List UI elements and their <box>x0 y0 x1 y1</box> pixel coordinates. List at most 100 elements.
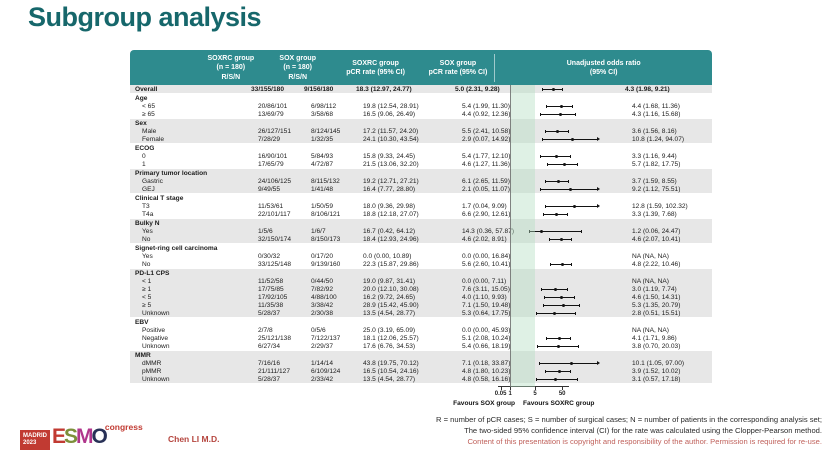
madrid-2023-badge: MADRID 2023 <box>20 430 50 450</box>
forest-plot-cell <box>523 152 603 160</box>
esmo-congress-logo: MADRID 2023 ESMO congress <box>20 419 143 450</box>
cell-sox-pcr: 4.4 (0.92, 12.36) <box>462 110 511 118</box>
footnote-method: The two-sided 95% confidence interval (C… <box>464 425 822 435</box>
forest-plot-cell <box>523 185 603 193</box>
cell-sox-pcr: 2.9 (0.07, 14.92) <box>462 135 511 143</box>
cell-subgroup-label: Unknown <box>142 342 170 350</box>
or-point <box>570 137 574 141</box>
table-row: PD-L1 CPS <box>130 269 712 278</box>
table-row: No 32/150/174 8/150/173 18.4 (12.93, 24.… <box>130 235 712 244</box>
cell-sox-pcr: 6.6 (2.90, 12.61) <box>462 210 511 218</box>
forest-plot-cell <box>516 85 596 93</box>
table-row: dMMR 7/16/16 1/14/14 43.8 (19.75, 70.12)… <box>130 359 712 368</box>
cell-soxrc-rsn: 21/111/127 <box>258 367 291 375</box>
forest-plot-cell <box>516 94 596 102</box>
esmo-letter: E <box>52 425 66 448</box>
ci-line <box>545 204 598 208</box>
axis-tick <box>562 386 564 391</box>
forest-plot-cell <box>523 342 603 350</box>
ci-line <box>539 187 598 191</box>
cell-soxrc-pcr: 17.6 (6.76, 34.53) <box>363 342 416 350</box>
esmo-letter: S <box>64 425 78 448</box>
cell-odds-ratio: NA (NA, NA) <box>632 252 670 260</box>
header-sox-rsn: SOX group (n = 180) R/S/N <box>266 54 330 82</box>
forest-plot-cell <box>523 334 603 342</box>
cell-soxrc-pcr: 18.8 (12.18, 27.07) <box>363 210 419 218</box>
table-row: ≥ 65 13/69/79 3/58/68 16.5 (9.06, 26.49)… <box>130 110 712 118</box>
header-line: SOX group <box>279 55 316 62</box>
cell-soxrc-pcr: 16.7 (0.42, 64.12) <box>363 227 416 235</box>
cell-soxrc-rsn: 33/155/180 <box>251 85 285 93</box>
cell-sox-pcr: 7.1 (0.18, 33.87) <box>462 359 511 367</box>
table-row: Yes 0/30/32 0/17/20 0.0 (0.00, 10.89) 0.… <box>130 252 712 260</box>
cell-odds-ratio: 3.6 (1.56, 8.16) <box>632 127 677 135</box>
cell-subgroup-label: Primary tumor location <box>135 169 208 177</box>
table-row: Signet-ring cell carcinoma <box>130 244 712 252</box>
cell-odds-ratio: 10.8 (1.24, 94.07) <box>632 135 685 143</box>
table-row: Sex <box>130 119 712 128</box>
or-point <box>560 295 564 299</box>
forest-plot-cell <box>523 277 603 285</box>
cell-soxrc-pcr: 18.4 (12.93, 24.96) <box>363 235 419 243</box>
forest-plot-cell <box>523 367 603 375</box>
or-point <box>568 187 572 191</box>
cell-odds-ratio: 3.1 (0.57, 17.18) <box>632 375 681 383</box>
forest-plot-cell <box>523 227 603 235</box>
table-row: Unknown 6/27/34 2/29/37 17.6 (6.76, 34.5… <box>130 342 712 350</box>
cell-odds-ratio: 4.3 (1.98, 9.21) <box>625 85 670 93</box>
cell-subgroup-label: ECOG <box>135 144 155 152</box>
header-soxrc-rsn: SOXRC group (n = 180) R/S/N <box>196 54 266 82</box>
cell-odds-ratio: 4.6 (2.07, 10.41) <box>632 235 681 243</box>
cell-sox-pcr: 4.8 (0.58, 16.16) <box>462 375 511 383</box>
cell-subgroup-label: pMMR <box>142 367 162 375</box>
cell-sox-pcr: 0.0 (0.00, 16.84) <box>462 252 511 260</box>
axis-tick <box>535 386 536 391</box>
cell-subgroup-label: < 65 <box>142 102 156 110</box>
axis-tick-label: 50 <box>558 391 566 398</box>
cell-sox-pcr: 5.4 (1.77, 12.10) <box>462 152 511 160</box>
cell-subgroup-label: GEJ <box>142 185 155 193</box>
cell-soxrc-pcr: 43.8 (19.75, 70.12) <box>363 359 419 367</box>
table-row: 0 16/90/101 5/84/93 15.8 (9.33, 24.45) 5… <box>130 152 712 160</box>
cell-soxrc-rsn: 13/69/79 <box>258 110 284 118</box>
cell-sox-rsn: 3/58/68 <box>311 110 333 118</box>
cell-subgroup-label: T4a <box>142 210 154 218</box>
cell-sox-pcr: 6.1 (2.65, 11.59) <box>462 177 510 185</box>
or-point <box>558 336 562 340</box>
favours-soxrc-label: Favours SOXRC group <box>523 400 595 408</box>
cell-subgroup-label: Overall <box>135 85 158 93</box>
ci-line <box>538 361 598 365</box>
cell-subgroup-label: No <box>142 235 151 243</box>
cell-soxrc-rsn: 33/125/148 <box>258 260 292 268</box>
axis-tick <box>510 386 512 391</box>
or-point <box>557 369 561 373</box>
cell-odds-ratio: NA (NA, NA) <box>632 326 670 334</box>
cell-sox-pcr: 5.5 (2.41, 10.58) <box>462 127 511 135</box>
cell-soxrc-pcr: 21.5 (13.06, 32.20) <box>363 160 419 168</box>
ci-arrow-icon <box>597 360 601 365</box>
cell-sox-pcr: 5.4 (0.66, 18.19) <box>462 342 511 350</box>
cell-subgroup-label: Unknown <box>142 375 170 383</box>
footnotes: R = number of pCR cases; S = number of s… <box>302 415 822 447</box>
cell-sox-rsn: 5/84/93 <box>311 152 333 160</box>
axis-line <box>498 386 569 388</box>
forest-plot-cell <box>516 144 596 152</box>
forest-plot-cell <box>523 110 603 118</box>
cell-sox-rsn: 1/14/14 <box>311 359 333 367</box>
cell-sox-rsn: 8/150/173 <box>311 235 341 243</box>
header-line: (n = 180) <box>216 64 246 72</box>
esmo-letter: M <box>76 425 93 448</box>
cell-soxrc-rsn: 6/27/34 <box>258 342 280 350</box>
cell-subgroup-label: Signet-ring cell carcinoma <box>135 244 218 252</box>
cell-soxrc-rsn: 11/52/58 <box>258 277 284 285</box>
cell-sox-rsn: 6/109/124 <box>311 367 341 375</box>
header-odds-ratio: Unadjusted odds ratio (95% CI) <box>494 54 712 83</box>
header-sox-pcr: SOX group pCR rate (95% CI) <box>422 54 495 82</box>
cell-soxrc-pcr: 19.8 (12.54, 28.91) <box>363 102 419 110</box>
cell-soxrc-rsn: 11/53/61 <box>258 202 284 210</box>
ci-line <box>542 303 580 307</box>
table-row: Gastric 24/106/125 8/115/132 19.2 (12.71… <box>130 177 712 186</box>
table-header: SOXRC group (n = 180) R/S/N SOX group (n… <box>130 50 712 86</box>
cell-soxrc-pcr: 19.2 (12.71, 27.21) <box>363 177 419 185</box>
forest-plot-cell <box>516 194 596 202</box>
